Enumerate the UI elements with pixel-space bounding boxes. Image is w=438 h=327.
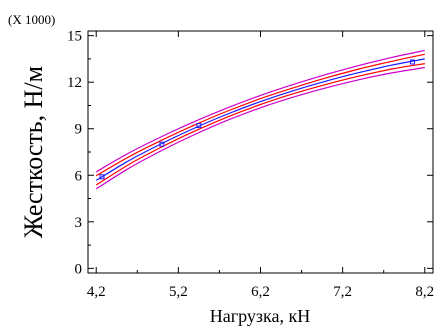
x-axis-title: Нагрузка, кН [210, 306, 310, 326]
x-tick-label: 7,2 [333, 284, 352, 300]
data-point-4 [410, 59, 415, 65]
y-multiplier: (X 1000) [8, 12, 55, 27]
x-axis: 4,2 5,2 6,2 7,2 8,2 [87, 31, 434, 300]
series-fit [95, 58, 425, 181]
series-conf-upper [95, 53, 425, 177]
x-tick-label: 4,2 [87, 284, 106, 300]
x-tick-label: 5,2 [169, 284, 188, 300]
y-tick-label: 9 [75, 122, 83, 138]
x-tick-label: 8,2 [415, 284, 434, 300]
data-point-3 [196, 123, 202, 129]
y-axis: 0 3 6 9 12 15 [67, 29, 433, 277]
y-tick-label: 0 [75, 261, 83, 277]
y-tick-label: 3 [75, 215, 83, 231]
y-tick-label: 12 [67, 75, 82, 91]
data-point-1 [99, 174, 105, 180]
data-point-2 [159, 141, 165, 147]
points-layer [99, 59, 415, 180]
curves-layer [95, 49, 425, 190]
series-conf-lower [95, 63, 425, 186]
y-axis-title: Жесткость, Н/м [19, 66, 48, 238]
x-tick-label: 6,2 [251, 284, 270, 300]
series-pred-lower [95, 66, 425, 190]
y-tick-label: 6 [75, 168, 83, 184]
y-tick-label: 15 [67, 29, 82, 45]
series-pred-upper [95, 49, 425, 173]
